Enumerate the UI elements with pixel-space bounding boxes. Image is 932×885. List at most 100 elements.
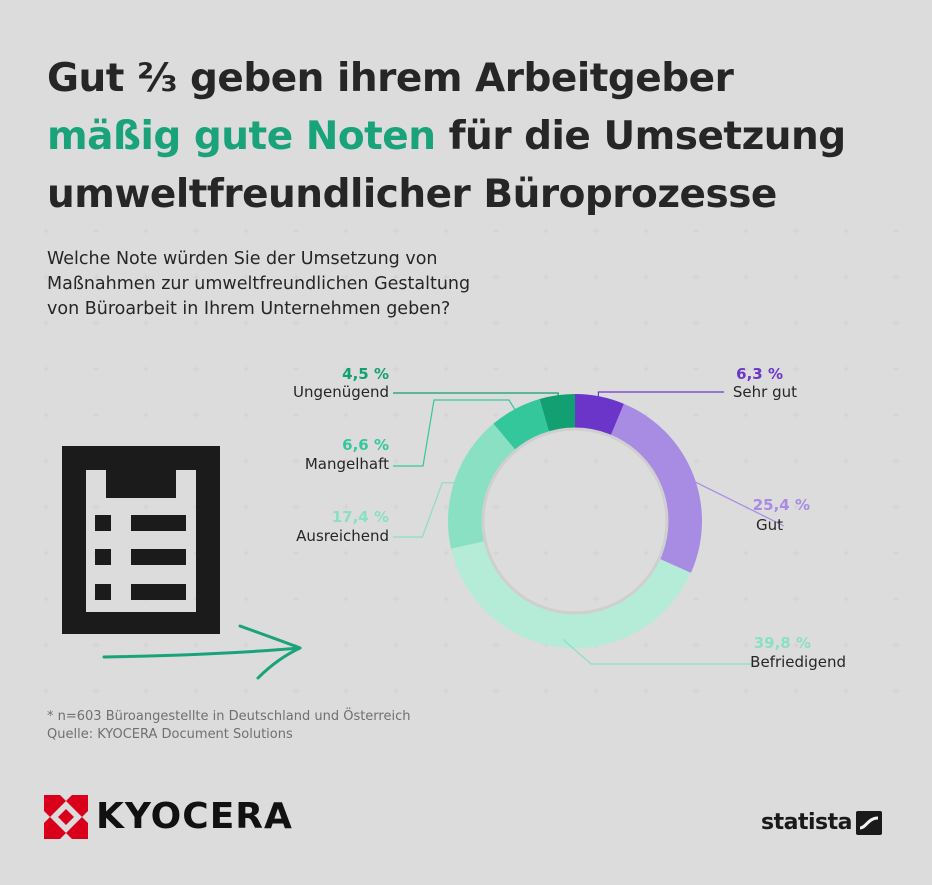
leader-line xyxy=(562,638,754,665)
label-name-befriedigend: Befriedigend xyxy=(750,653,846,671)
kyocera-wordmark: KYOCERA xyxy=(96,796,293,837)
grid-plus-marker xyxy=(193,366,199,372)
clipboard-icon xyxy=(62,446,220,634)
grid-plus-marker xyxy=(593,274,599,280)
grid-plus-marker xyxy=(43,550,49,556)
grid-plus-marker xyxy=(443,642,449,648)
grid-plus-marker xyxy=(893,504,899,510)
grid-plus-marker xyxy=(143,366,149,372)
grid-plus-marker xyxy=(443,688,449,694)
grid-plus-marker xyxy=(443,550,449,556)
grid-plus-marker xyxy=(843,642,849,648)
label-value-ausreichend: 17,4 % xyxy=(332,508,389,526)
grid-plus-marker xyxy=(443,274,449,280)
grid-plus-marker xyxy=(543,596,549,602)
grid-plus-marker xyxy=(593,320,599,326)
grid-plus-marker xyxy=(293,228,299,234)
label-value-sehr-gut: 6,3 % xyxy=(736,365,783,383)
donut-inner-ring xyxy=(481,427,669,615)
grid-plus-marker xyxy=(843,320,849,326)
donut-slice-sehr-gut xyxy=(575,394,624,436)
grid-plus-marker xyxy=(143,320,149,326)
grid-plus-marker xyxy=(593,228,599,234)
leader-line xyxy=(685,476,785,527)
grid-plus-marker xyxy=(793,688,799,694)
statista-wordmark: statista xyxy=(761,810,852,835)
grid-plus-marker xyxy=(43,320,49,326)
grid-plus-marker xyxy=(43,504,49,510)
leader-line xyxy=(393,399,520,467)
grid-plus-marker xyxy=(843,274,849,280)
footnote-sample: * n=603 Büroangestellte in Deutschland u… xyxy=(47,709,411,724)
grid-plus-marker xyxy=(543,366,549,372)
grid-plus-marker xyxy=(243,504,249,510)
grid-plus-marker xyxy=(293,596,299,602)
grid-plus-marker xyxy=(243,412,249,418)
grid-plus-marker xyxy=(93,412,99,418)
grid-plus-marker xyxy=(443,596,449,602)
grid-plus-marker xyxy=(493,550,499,556)
grid-plus-marker xyxy=(193,642,199,648)
donut-chart xyxy=(448,394,702,648)
grid-plus-marker xyxy=(193,228,199,234)
grid-plus-marker xyxy=(843,504,849,510)
grid-plus-marker xyxy=(93,642,99,648)
grid-plus-marker xyxy=(93,504,99,510)
grid-plus-marker xyxy=(543,458,549,464)
donut-slice-mangelhaft xyxy=(493,399,550,450)
grid-plus-marker xyxy=(893,458,899,464)
grid-plus-marker xyxy=(743,412,749,418)
grid-plus-marker xyxy=(243,366,249,372)
grid-plus-marker xyxy=(393,412,399,418)
grid-plus-marker xyxy=(193,412,199,418)
grid-plus-marker xyxy=(443,366,449,372)
grid-plus-marker xyxy=(243,228,249,234)
grid-plus-marker xyxy=(643,550,649,556)
grid-plus-marker xyxy=(43,274,49,280)
footnote: * n=603 Büroangestellte in Deutschland u… xyxy=(47,708,410,744)
grid-plus-marker xyxy=(843,458,849,464)
grid-plus-marker xyxy=(243,642,249,648)
grid-plus-marker xyxy=(693,366,699,372)
grid-plus-marker xyxy=(843,688,849,694)
leader-line xyxy=(393,482,463,538)
grid-plus-marker xyxy=(93,274,99,280)
leader-lines xyxy=(393,391,785,665)
grid-plus-marker xyxy=(243,550,249,556)
grid-plus-marker xyxy=(343,458,349,464)
kyocera-logo: KYOCERA xyxy=(44,793,293,841)
grid-plus-marker xyxy=(493,688,499,694)
grid-plus-marker xyxy=(593,596,599,602)
subtitle-line-1: Welche Note würden Sie der Umsetzung von xyxy=(47,249,438,269)
grid-plus-marker xyxy=(243,596,249,602)
title-line-3: umweltfreundlicher Büroprozesse xyxy=(47,172,777,217)
chart-subtitle: Welche Note würden Sie der Umsetzung von… xyxy=(47,247,507,322)
grid-plus-marker xyxy=(293,412,299,418)
grid-plus-marker xyxy=(793,458,799,464)
grid-plus-marker xyxy=(743,458,749,464)
donut-slice-ausreichend xyxy=(448,423,516,549)
grid-plus-marker xyxy=(93,320,99,326)
grid-plus-marker xyxy=(343,274,349,280)
grid-plus-marker xyxy=(343,688,349,694)
grid-plus-marker xyxy=(393,320,399,326)
grid-plus-marker xyxy=(743,366,749,372)
grid-plus-marker xyxy=(193,688,199,694)
grid-plus-marker xyxy=(143,688,149,694)
label-name-gut: Gut xyxy=(756,516,783,534)
grid-plus-marker xyxy=(793,274,799,280)
subtitle-line-3: von Büroarbeit in Ihrem Unternehmen gebe… xyxy=(47,299,451,319)
grid-plus-marker xyxy=(593,550,599,556)
grid-plus-marker xyxy=(443,458,449,464)
grid-plus-marker xyxy=(893,412,899,418)
grid-plus-marker xyxy=(693,688,699,694)
grid-plus-marker xyxy=(343,596,349,602)
grid-plus-marker xyxy=(593,504,599,510)
donut-slice-ungenuegend xyxy=(539,394,575,432)
grid-plus-marker xyxy=(43,458,49,464)
grid-plus-marker xyxy=(743,228,749,234)
chart-title: Gut ⅔ geben ihrem Arbeitgeber mäßig gute… xyxy=(47,50,907,224)
grid-plus-marker xyxy=(93,228,99,234)
grid-plus-marker xyxy=(243,274,249,280)
grid-plus-marker xyxy=(793,504,799,510)
